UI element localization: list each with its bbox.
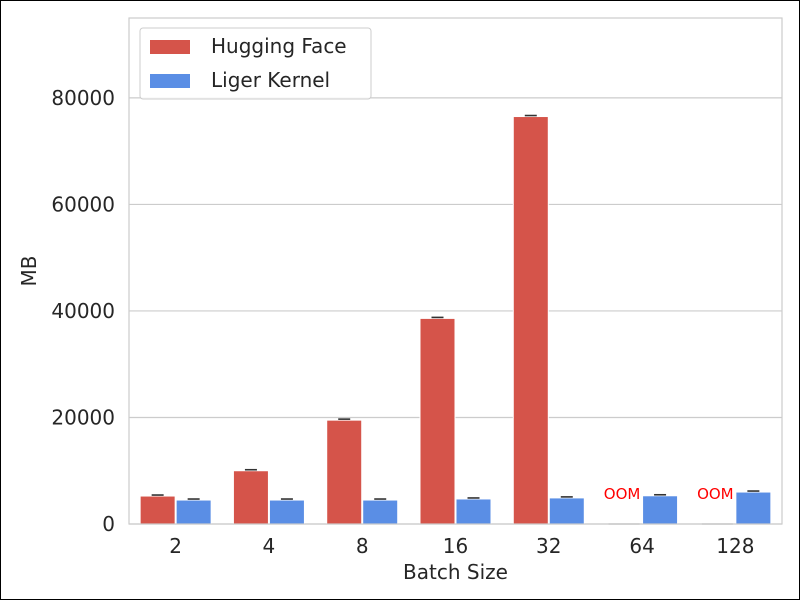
legend-swatch xyxy=(150,74,190,88)
x-tick-label: 64 xyxy=(629,534,654,558)
y-tick-label: 0 xyxy=(102,512,115,536)
legend-swatch xyxy=(150,40,190,54)
error-bars xyxy=(151,114,760,525)
x-tick-label: 128 xyxy=(716,534,754,558)
y-tick-label: 20000 xyxy=(51,405,115,429)
bar-hugging-face xyxy=(232,470,269,525)
tick-labels: 0 20000 40000 60000 80000 2 4 8 16 32 64 128 xyxy=(51,86,754,558)
bar-hugging-face xyxy=(139,495,176,525)
bar-hugging-face xyxy=(326,419,363,525)
legend-label: Hugging Face xyxy=(211,34,347,58)
x-tick-label: 16 xyxy=(443,534,468,558)
x-tick-label: 4 xyxy=(263,534,276,558)
y-axis-label: MB xyxy=(17,256,41,287)
bar-hugging-face xyxy=(512,116,549,525)
plot-area-border xyxy=(128,17,783,525)
bar-liger-kernel xyxy=(642,495,679,525)
bar-liger-kernel xyxy=(735,491,772,525)
legend: Hugging Face Liger Kernel xyxy=(139,27,372,100)
legend-label: Liger Kernel xyxy=(211,68,330,92)
bar-liger-kernel xyxy=(362,499,399,525)
x-tick-label: 8 xyxy=(356,534,369,558)
bar-liger-kernel xyxy=(548,497,585,525)
bar-liger-kernel xyxy=(175,499,212,525)
y-tick-label: 40000 xyxy=(51,299,115,323)
y-tick-label: 80000 xyxy=(51,86,115,110)
bar-liger-kernel xyxy=(268,499,305,525)
x-axis-label: Batch Size xyxy=(403,560,508,584)
annotations: OOM OOM xyxy=(604,485,734,503)
oom-annotation: OOM xyxy=(604,485,641,503)
oom-annotation: OOM xyxy=(697,485,734,503)
y-tick-label: 60000 xyxy=(51,192,115,216)
legend-box xyxy=(139,27,372,100)
x-tick-label: 32 xyxy=(536,534,561,558)
bar-liger-kernel xyxy=(455,498,492,525)
x-tick-label: 2 xyxy=(169,534,182,558)
bar-hugging-face xyxy=(419,317,456,525)
bars xyxy=(139,116,772,525)
